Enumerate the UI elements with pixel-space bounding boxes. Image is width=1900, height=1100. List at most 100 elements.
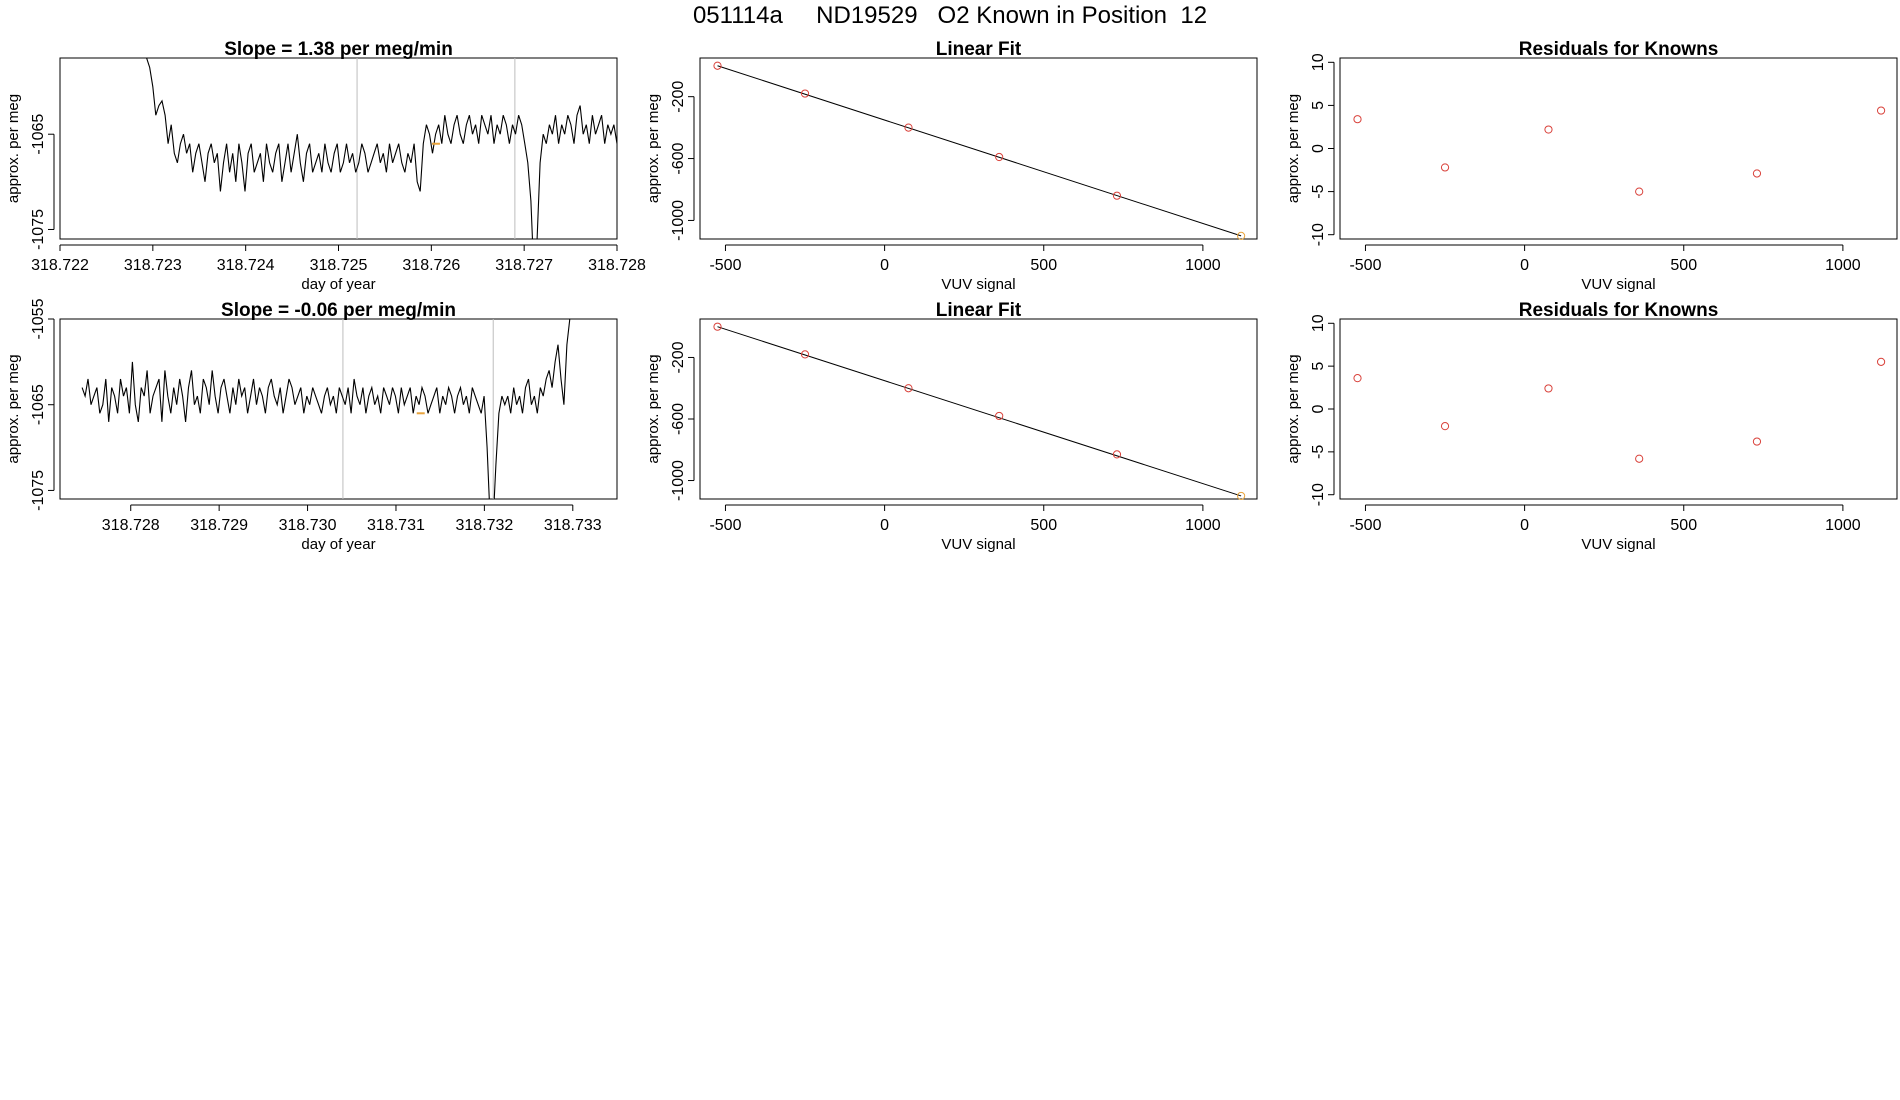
y-tick-label: 5	[1310, 362, 1327, 371]
chart-fit-bottom: Linear Fit -500 0 500 1000 VUV signal -1000 -60…	[645, 300, 1258, 553]
data-point	[1353, 374, 1362, 383]
y-tick-label: 0	[1310, 144, 1327, 153]
data-point	[1236, 231, 1246, 241]
x-tick-label: 318.728	[102, 517, 160, 534]
x-tick-label: 1000	[1185, 517, 1221, 534]
plot-frame	[699, 318, 1258, 500]
data-point	[713, 61, 722, 70]
plot-frame	[59, 57, 618, 240]
plot-area: Residuals for Knowns -500 0 500 1000 VUV sign…	[1285, 300, 1898, 553]
data-point	[800, 89, 810, 98]
panel-title: Linear Fit	[936, 300, 1022, 321]
page-title: 051114a ND19529 O2 Known in Position 12	[692, 2, 1208, 29]
data-point	[1544, 384, 1553, 393]
y-tick-label: -1065	[30, 114, 47, 155]
x-tick-label: 318.722	[31, 257, 89, 274]
y-tick-label: -1075	[30, 209, 47, 250]
x-tick-label: 318.728	[588, 257, 646, 274]
y-axis-label: approx. per meg	[645, 94, 662, 203]
chart-residuals-top: Residuals for Knowns -500 0 500 1000 VUV sign…	[1285, 39, 1898, 293]
plot-frame	[699, 57, 1258, 240]
x-axis-label: day of year	[301, 276, 375, 293]
plot-area: Slope = 1.38 per meg/min 318.722 318.723 31…	[5, 39, 646, 293]
plot-frame	[1339, 57, 1898, 240]
series-line	[81, 319, 571, 499]
data-point	[995, 411, 1004, 421]
y-axis-label: approx. per meg	[1285, 94, 1302, 203]
y-tick-label: -1075	[30, 470, 47, 511]
x-tick-label: 318.729	[190, 517, 248, 534]
x-tick-label: 318.733	[544, 517, 602, 534]
x-tick-label: 1000	[1825, 517, 1861, 534]
y-tick-label: -600	[670, 403, 687, 435]
y-tick-label: 10	[1310, 314, 1327, 332]
fit-line	[717, 65, 1242, 237]
data-point	[1635, 187, 1644, 196]
data-point	[1440, 163, 1450, 172]
y-tick-label: -5	[1310, 445, 1327, 459]
x-tick-label: 318.724	[217, 257, 275, 274]
chart-timeseries-bottom: Slope = -0.06 per meg/min 318.728 318.729 3…	[5, 298, 618, 553]
panel-title: Slope = -0.06 per meg/min	[221, 300, 456, 321]
x-axis-label: VUV signal	[1581, 536, 1655, 553]
y-tick-label: -1000	[670, 460, 687, 501]
plot-area: Residuals for Knowns -500 0 500 1000 VUV sign…	[1285, 39, 1898, 293]
fit-line	[717, 326, 1242, 497]
x-axis-label: VUV signal	[941, 276, 1015, 293]
x-tick-label: 318.730	[279, 517, 337, 534]
data-point	[1752, 169, 1762, 178]
y-axis-label: approx. per meg	[5, 354, 22, 463]
x-tick-label: 318.725	[310, 257, 368, 274]
plot-area: Linear Fit -500 0 500 1000 VUV signal -1000 -60…	[645, 300, 1258, 553]
x-tick-label: 0	[880, 517, 889, 534]
data-point	[713, 322, 722, 331]
y-axis-label: approx. per meg	[645, 354, 662, 463]
data-point	[904, 384, 913, 393]
x-tick-label: 500	[1670, 517, 1697, 534]
y-axis-label: approx. per meg	[5, 94, 22, 203]
x-tick-label: -500	[709, 257, 741, 274]
x-tick-label: 318.731	[367, 517, 425, 534]
x-tick-label: 1000	[1825, 257, 1861, 274]
x-axis-label: day of year	[301, 536, 375, 553]
x-tick-label: 1000	[1185, 257, 1221, 274]
x-tick-label: 318.723	[124, 257, 182, 274]
data-point	[1635, 454, 1644, 463]
panel-title: Linear Fit	[936, 39, 1022, 60]
x-axis-label: VUV signal	[941, 536, 1015, 553]
series-line	[146, 58, 617, 239]
y-tick-label: -10	[1310, 483, 1327, 506]
x-tick-label: 318.726	[402, 257, 460, 274]
x-tick-label: 500	[1030, 517, 1057, 534]
panel-title: Residuals for Knowns	[1519, 39, 1719, 60]
y-tick-label: -5	[1310, 184, 1327, 198]
data-point	[1876, 106, 1886, 115]
x-tick-label: 0	[1520, 517, 1529, 534]
plot-frame	[1339, 318, 1898, 500]
chart-fit-top: Linear Fit -500 0 500 1000 VUV signal -1000 -60…	[645, 39, 1258, 293]
x-axis-label: VUV signal	[1581, 276, 1655, 293]
x-tick-label: 500	[1670, 257, 1697, 274]
plot-area: Linear Fit -500 0 500 1000 VUV signal -1000 -60…	[645, 39, 1258, 293]
data-point	[1112, 191, 1122, 200]
data-point	[1353, 115, 1362, 124]
x-tick-label: 0	[880, 257, 889, 274]
y-tick-label: -1000	[670, 200, 687, 241]
x-tick-label: -500	[1349, 257, 1381, 274]
plot-area: Slope = -0.06 per meg/min 318.728 318.729 3…	[5, 298, 618, 553]
x-tick-label: 318.732	[455, 517, 513, 534]
x-tick-label: 0	[1520, 257, 1529, 274]
data-point	[1440, 422, 1450, 431]
data-point	[1236, 491, 1246, 501]
data-point	[800, 350, 810, 359]
data-point	[995, 152, 1004, 162]
y-tick-label: 5	[1310, 101, 1327, 110]
chart-timeseries-top: Slope = 1.38 per meg/min 318.722 318.723 31…	[5, 39, 646, 293]
y-tick-label: 0	[1310, 404, 1327, 413]
data-point	[1752, 437, 1762, 446]
y-tick-label: -200	[670, 341, 687, 373]
chart-residuals-bottom: Residuals for Knowns -500 0 500 1000 VUV sign…	[1285, 300, 1898, 553]
y-axis-label: approx. per meg	[1285, 354, 1302, 463]
y-tick-label: -1055	[30, 298, 47, 339]
